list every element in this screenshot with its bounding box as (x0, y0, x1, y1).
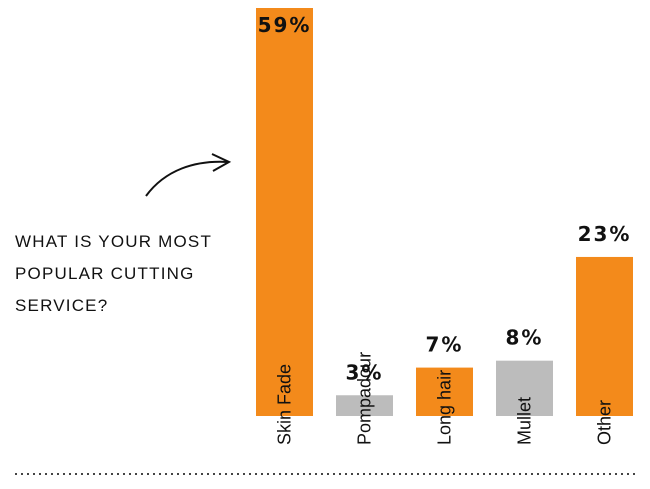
bar (576, 256, 633, 416)
value-label: 3% (346, 360, 384, 384)
value-label: 8% (506, 326, 544, 350)
value-label: 59% (258, 13, 312, 37)
category-label: Other (595, 400, 615, 445)
value-label: 7% (426, 333, 464, 357)
bar (416, 367, 473, 416)
arrow (145, 160, 229, 197)
value-label: 23% (578, 222, 632, 246)
category-label: Long hair (435, 370, 455, 445)
category-label: Skin Fade (275, 364, 295, 445)
bar (256, 8, 313, 416)
question: WHAT IS YOUR MOST POPULAR CUTTING SERVIC… (15, 232, 212, 315)
category-label: Mullet (515, 397, 535, 445)
bar (496, 360, 553, 416)
arrow-head (211, 153, 232, 172)
bar (336, 395, 393, 416)
category-label: Pompadour (355, 352, 375, 445)
